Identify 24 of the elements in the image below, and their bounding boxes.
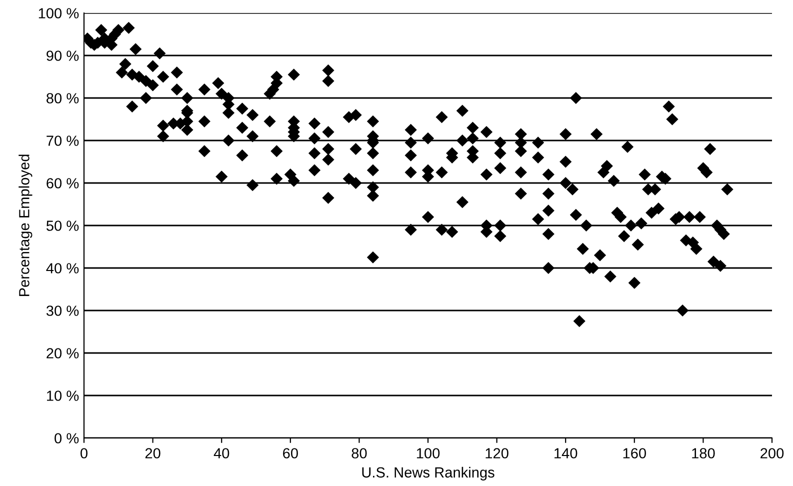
y-tick-label: 50 % (46, 220, 79, 231)
x-tick-label: 120 (486, 448, 508, 458)
x-tick-label: 140 (554, 448, 578, 458)
y-tick-label: 40 % (46, 263, 79, 274)
y-tick-label: 20 % (46, 348, 79, 358)
y-tick-label: 100 % (38, 8, 79, 18)
x-tick-label: 100 (416, 448, 440, 458)
x-axis-title: U.S. News Rankings (362, 466, 494, 480)
x-tick-label: 160 (623, 448, 646, 458)
y-tick-label: 0 % (54, 433, 79, 444)
y-tick-label: 10 % (47, 390, 79, 401)
x-tick-label: 40 (214, 448, 230, 458)
y-tick-label: 90 % (46, 50, 79, 61)
x-tick-label: 200 (760, 448, 784, 458)
y-axis-title: Percentage Employed (18, 154, 32, 296)
x-tick-label: 180 (692, 448, 715, 458)
x-tick-label: 0 (80, 448, 88, 458)
x-tick-label: 20 (145, 448, 160, 458)
y-tick-label: 70 % (46, 136, 79, 146)
y-tick-label: 60 % (46, 178, 79, 188)
y-tick-label: 80 % (46, 93, 79, 104)
x-tick-label: 80 (352, 448, 367, 458)
y-tick-label: 30 % (46, 306, 79, 316)
x-tick-label: 60 (283, 448, 298, 458)
